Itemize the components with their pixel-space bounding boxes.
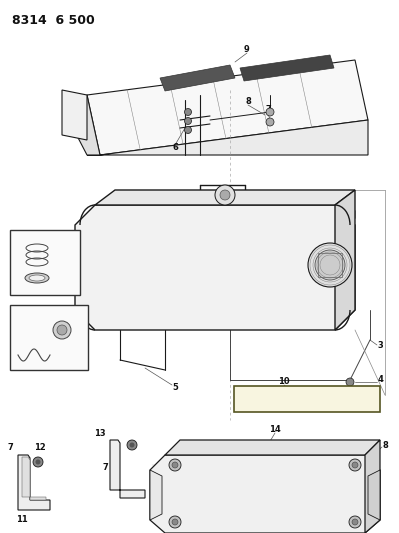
Text: 8: 8 [245, 98, 251, 107]
Polygon shape [18, 455, 50, 510]
Polygon shape [75, 205, 355, 330]
Circle shape [220, 190, 230, 200]
Polygon shape [165, 440, 380, 455]
Polygon shape [240, 55, 334, 81]
Polygon shape [74, 95, 100, 155]
Text: 7: 7 [102, 464, 108, 472]
Text: 10: 10 [278, 377, 290, 386]
Text: 8314  6 500: 8314 6 500 [12, 14, 95, 27]
Polygon shape [335, 190, 355, 330]
Circle shape [130, 442, 134, 448]
Polygon shape [87, 60, 368, 155]
Text: 19: 19 [18, 327, 30, 336]
Text: 5: 5 [172, 384, 178, 392]
FancyBboxPatch shape [10, 230, 80, 295]
Polygon shape [95, 190, 355, 205]
Circle shape [57, 325, 67, 335]
Polygon shape [22, 457, 46, 500]
Polygon shape [150, 470, 162, 520]
Text: 18: 18 [72, 337, 84, 346]
Circle shape [346, 378, 354, 386]
Text: 17: 17 [72, 313, 84, 322]
Text: 13: 13 [94, 429, 106, 438]
Text: 9: 9 [244, 45, 250, 54]
Circle shape [36, 459, 41, 464]
Text: 12: 12 [34, 442, 46, 451]
Polygon shape [62, 90, 87, 140]
Text: 7: 7 [265, 106, 271, 115]
FancyBboxPatch shape [234, 386, 380, 412]
Polygon shape [365, 440, 380, 533]
Text: 11: 11 [16, 515, 28, 524]
Text: 4: 4 [377, 376, 383, 384]
Text: 15: 15 [62, 244, 74, 253]
Text: 6: 6 [172, 143, 178, 152]
Text: UNLEADED GASOLINE ONLY: UNLEADED GASOLINE ONLY [259, 397, 356, 401]
Circle shape [215, 185, 235, 205]
Circle shape [184, 109, 192, 116]
Circle shape [172, 519, 178, 525]
Circle shape [315, 250, 345, 280]
Circle shape [127, 440, 137, 450]
Polygon shape [87, 120, 368, 155]
Circle shape [308, 243, 352, 287]
Circle shape [169, 459, 181, 471]
Circle shape [352, 462, 358, 468]
Text: 7: 7 [7, 442, 13, 451]
Polygon shape [150, 455, 380, 533]
Circle shape [349, 459, 361, 471]
Ellipse shape [25, 273, 49, 283]
Circle shape [266, 118, 274, 126]
Text: 12: 12 [349, 529, 361, 533]
Circle shape [184, 126, 192, 133]
Ellipse shape [29, 275, 45, 281]
Circle shape [172, 462, 178, 468]
Circle shape [33, 457, 43, 467]
Text: 2: 2 [245, 196, 251, 205]
FancyBboxPatch shape [10, 305, 88, 370]
Circle shape [169, 516, 181, 528]
Polygon shape [110, 440, 145, 498]
Text: 3: 3 [377, 341, 383, 350]
Circle shape [53, 321, 71, 339]
Text: 1: 1 [307, 214, 313, 222]
Polygon shape [368, 470, 380, 520]
Text: 8: 8 [382, 440, 388, 449]
Text: 16: 16 [62, 261, 74, 270]
Circle shape [349, 516, 361, 528]
Polygon shape [160, 65, 235, 91]
Circle shape [352, 519, 358, 525]
Circle shape [266, 108, 274, 116]
Text: 14: 14 [269, 425, 281, 434]
Circle shape [184, 117, 192, 125]
